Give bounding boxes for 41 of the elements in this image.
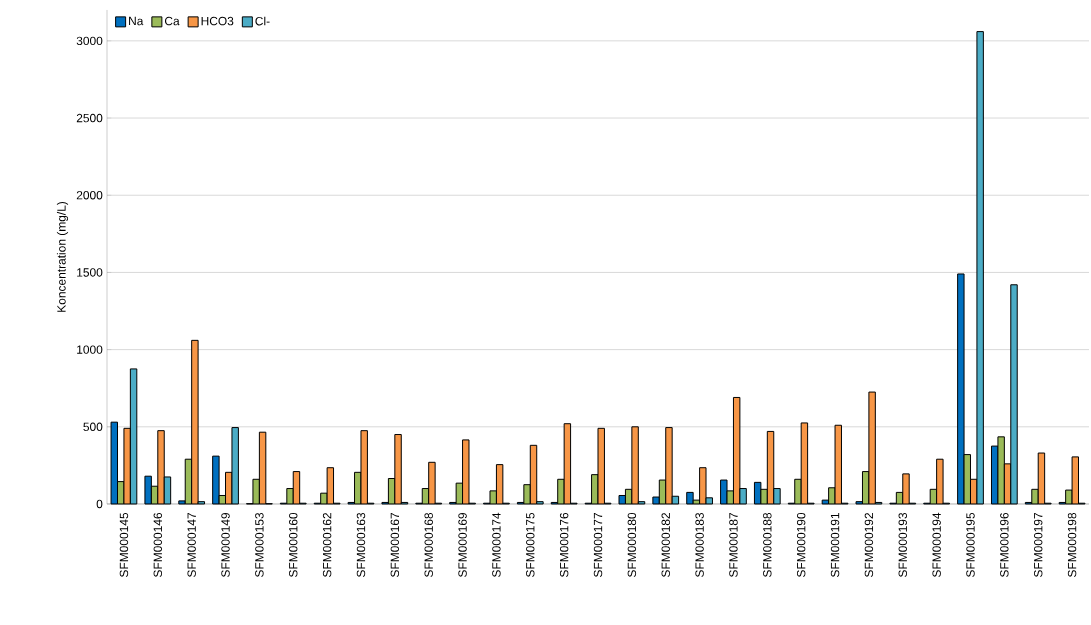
x-tick-label: SFM000182: [661, 513, 670, 577]
x-tick-label: SFM000169: [458, 513, 467, 577]
x-tick-label: SFM000162: [322, 513, 332, 577]
x-tick-label: SFM000192: [864, 513, 874, 577]
x-tick-label: SFM000163: [356, 512, 366, 577]
x-tick-label: SFM000160: [289, 512, 298, 577]
x-tick-label: SFM000188: [763, 512, 772, 577]
x-tick-label: SFM000197: [1033, 513, 1043, 577]
x-tick-label: SFM000196: [1000, 512, 1009, 577]
y-tick-label: 2000: [76, 191, 103, 200]
x-tick-label: SFM000187: [729, 513, 738, 577]
x-tick-label: SFM000183: [695, 512, 704, 577]
y-tick-label: 500: [83, 422, 103, 432]
y-tick-label: 3000: [76, 36, 103, 46]
legend-label: Cl-: [255, 16, 270, 26]
y-axis-title: Koncentration (mg/L): [56, 201, 69, 312]
x-tick-label: SFM000193: [898, 512, 907, 577]
x-tick-label: SFM000146: [153, 512, 163, 577]
legend-label: HCO3: [201, 16, 234, 26]
legend-label: Na: [129, 16, 144, 26]
x-tick-label: SFM000147: [187, 513, 196, 577]
x-tick-label: SFM000190: [796, 512, 806, 577]
x-tick-label: SFM000177: [593, 513, 603, 577]
y-tick-label: 1500: [77, 268, 103, 277]
x-tick-label: SFM000198: [1067, 512, 1077, 577]
x-tick-label: SFM000153: [255, 512, 264, 577]
x-tick-label: SFM000168: [424, 512, 433, 577]
y-tick-label: 1000: [77, 345, 103, 354]
x-tick-label: SFM000174: [492, 512, 501, 577]
x-tick-label: SFM000149: [221, 513, 230, 577]
x-tick-label: SFM000176: [559, 512, 569, 577]
x-tick-label: SFM000175: [526, 512, 535, 577]
x-tick-label: SFM000180: [627, 512, 637, 577]
y-tick-label: 2500: [76, 113, 103, 123]
x-tick-label: SFM000195: [966, 512, 975, 577]
x-tick-label: SFM000145: [119, 512, 129, 577]
y-tick-label: 0: [96, 499, 103, 509]
x-tick-label: SFM000194: [932, 512, 941, 577]
x-tick-label: SFM000191: [830, 513, 840, 577]
x-tick-label: SFM000167: [390, 513, 400, 577]
legend-label: Ca: [164, 16, 180, 26]
